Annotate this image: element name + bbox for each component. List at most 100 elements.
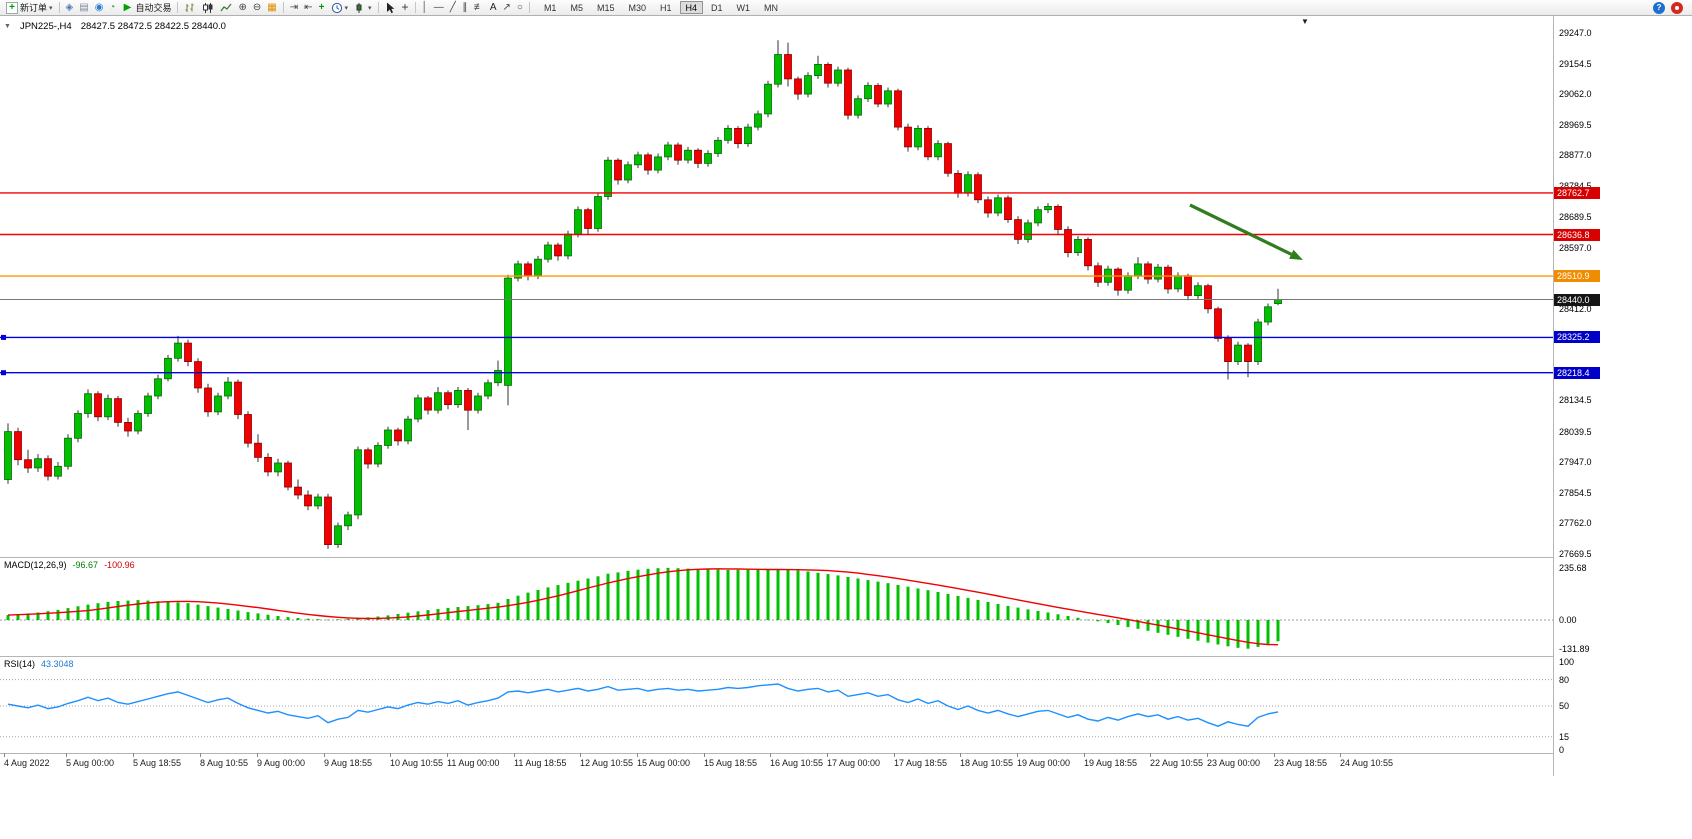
time-tick [704, 753, 705, 757]
time-tick [1274, 753, 1275, 757]
time-label: 23 Aug 18:55 [1274, 758, 1328, 768]
time-tick [827, 753, 828, 757]
community-icon[interactable]: ◉ [94, 2, 104, 13]
price-badge-28762.7: 28762.7 [1554, 187, 1600, 199]
cursor-icon[interactable] [382, 1, 399, 15]
macd-axis-tick: 0.00 [1559, 615, 1577, 625]
chart-shift-marker[interactable]: ▼ [1301, 17, 1309, 26]
price-tick: 28969.5 [1559, 120, 1592, 130]
time-tick [1017, 753, 1018, 757]
time-label: 17 Aug 18:55 [894, 758, 948, 768]
zoom-in-icon[interactable]: ⊕ [238, 2, 247, 13]
macd-value: -96.67 [72, 560, 99, 570]
auto-scroll-icon[interactable]: ⇥ [289, 2, 299, 13]
zoom-out-icon[interactable]: ⊖ [252, 2, 262, 13]
rsi-pane[interactable] [0, 657, 1553, 753]
equidistant-channel-icon[interactable]: ∥ [462, 2, 468, 13]
trend-arrow-annotation[interactable] [1189, 203, 1303, 260]
candlestick-chart-type-icon[interactable] [199, 1, 217, 15]
new-order-button[interactable]: + 新订单 ▾ [3, 1, 56, 15]
time-tick [1340, 753, 1341, 757]
time-label: 12 Aug 10:55 [580, 758, 634, 768]
rsi-axis-tick: 50 [1559, 701, 1570, 711]
rsi-name: RSI(14) [4, 659, 36, 669]
price-tick: 27669.5 [1559, 549, 1592, 559]
price-tick: 27947.0 [1559, 457, 1592, 467]
time-label: 9 Aug 18:55 [324, 758, 373, 768]
horizontal-line-icon[interactable]: — [433, 2, 444, 13]
hline-marker[interactable] [1, 334, 6, 340]
period-button-m30[interactable]: M30 [628, 3, 646, 13]
metaeditor-icon[interactable]: ◈ [65, 2, 74, 13]
time-label: 15 Aug 18:55 [704, 758, 758, 768]
price-tick: 28039.5 [1559, 427, 1592, 437]
vertical-line-icon[interactable]: │ [421, 2, 428, 13]
toolbar-separator [528, 2, 530, 13]
help-icon[interactable]: ? [1653, 1, 1665, 14]
period-button-d1[interactable]: D1 [711, 3, 723, 13]
chart-shift-icon[interactable]: ⇤ [304, 2, 313, 13]
market-watch-icon[interactable]: ◔ [109, 2, 116, 13]
crosshair-icon[interactable]: + [401, 0, 409, 14]
shapes-tool-icon[interactable]: ○ [516, 2, 523, 13]
arrows-tool-icon[interactable]: ↗ [502, 2, 511, 13]
rsi-axis-tick: 100 [1559, 657, 1575, 667]
macd-pane[interactable] [0, 558, 1553, 656]
price-tick: 28784.5 [1559, 181, 1592, 191]
indicators-icon[interactable]: + [318, 2, 325, 13]
hline-marker[interactable] [1, 370, 6, 376]
time-tick [1207, 753, 1208, 757]
time-label: 5 Aug 00:00 [66, 758, 115, 768]
price-tick: 29062.0 [1559, 89, 1592, 99]
charts-window-icon[interactable]: ▤ [79, 2, 89, 13]
time-tick [960, 753, 961, 757]
period-button-m1[interactable]: M1 [543, 3, 557, 13]
time-label: 5 Aug 18:55 [133, 758, 182, 768]
main-chart-pane[interactable] [0, 16, 1553, 557]
time-tick [390, 753, 391, 757]
autotrading-button[interactable]: ▶ 自动交易 [118, 1, 174, 15]
rsi-axis-tick: 15 [1559, 732, 1570, 742]
time-tick [580, 753, 581, 757]
macd-axis-tick: -131.89 [1559, 644, 1590, 654]
one-click-trading-icon[interactable]: ▼ [4, 23, 11, 30]
trendline-icon[interactable]: ╱ [449, 2, 456, 13]
price-badge-28325.2: 28325.2 [1554, 331, 1600, 343]
time-label: 23 Aug 00:00 [1207, 758, 1261, 768]
new-order-label: 新订单 [20, 3, 48, 13]
price-tick: 27762.0 [1559, 518, 1592, 528]
macd-name: MACD(12,26,9) [4, 560, 67, 570]
price-tick: 29247.0 [1559, 28, 1592, 38]
rsi-line [7, 683, 1279, 727]
time-label: 15 Aug 00:00 [637, 758, 691, 768]
toolbar: + 新订单 ▾ ◈ ▤ ◉ ◔ ▶ 自动交易 ⊕ ⊖ ▦ ⇥ ⇤ + ▾ ▾ +… [0, 0, 1692, 16]
new-order-icon: + [6, 1, 18, 14]
period-button-h4[interactable]: H4 [679, 1, 704, 14]
price-badge-28218.4: 28218.4 [1554, 367, 1600, 379]
macd-signal-value: -100.96 [104, 560, 135, 570]
time-tick [324, 753, 325, 757]
price-tick: 28877.0 [1559, 150, 1592, 160]
pane-separator[interactable] [0, 753, 1553, 754]
time-label: 24 Aug 10:55 [1340, 758, 1394, 768]
period-button-m5[interactable]: M5 [570, 3, 583, 13]
timeframes-dropdown-icon[interactable]: ▾ [328, 1, 352, 15]
period-button-mn[interactable]: MN [764, 3, 779, 13]
text-tool-icon[interactable]: A [489, 2, 497, 13]
templates-icon[interactable]: ▾ [351, 1, 375, 15]
price-axis[interactable]: 29247.0 29154.5 29062.0 28969.5 28877.0 28784… [1554, 0, 1692, 839]
record-icon[interactable] [1671, 1, 1683, 14]
rsi-value: 43.3048 [41, 659, 74, 669]
time-tick [1150, 753, 1151, 757]
fibonacci-icon[interactable]: ≢ [473, 2, 484, 13]
time-label: 16 Aug 10:55 [770, 758, 824, 768]
period-button-h1[interactable]: H1 [660, 3, 672, 13]
pane-separator[interactable] [0, 656, 1553, 657]
period-button-m15[interactable]: M15 [596, 3, 615, 13]
tile-windows-icon[interactable]: ▦ [267, 2, 277, 13]
bar-chart-type-icon[interactable] [181, 1, 199, 15]
line-chart-type-icon[interactable] [217, 1, 235, 15]
pane-separator[interactable] [0, 557, 1553, 558]
time-axis[interactable]: 4 Aug 2022 5 Aug 00:00 5 Aug 18:55 8 Aug 10… [0, 753, 1553, 779]
period-button-w1[interactable]: W1 [736, 3, 751, 13]
